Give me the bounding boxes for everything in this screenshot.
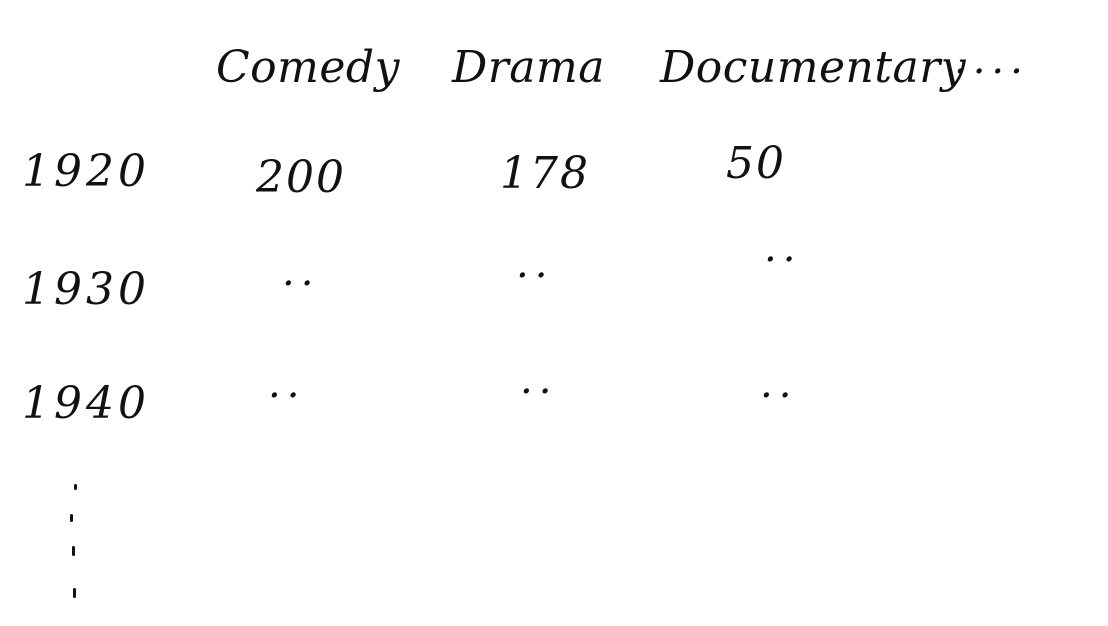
cell-1930-drama: .. <box>516 241 554 287</box>
vertical-dot <box>72 546 75 556</box>
cell-1940-drama: .. <box>520 357 558 403</box>
cell-1920-documentary: 50 <box>726 138 786 189</box>
cell-1940-comedy: .. <box>268 361 306 407</box>
vertical-dot <box>73 588 76 598</box>
cell-1920-comedy: 200 <box>256 152 346 203</box>
vertical-dot <box>74 484 77 490</box>
cell-1920-drama: 178 <box>500 148 590 199</box>
more-rows-vertical-dots <box>68 484 80 604</box>
column-header-drama: Drama <box>452 42 605 93</box>
cell-1940-documentary: .. <box>760 361 798 407</box>
column-header-comedy: Comedy <box>216 42 400 93</box>
cell-1930-documentary: .. <box>764 225 802 271</box>
column-header-ellipsis: .... <box>954 37 1029 83</box>
row-label-1940: 1940 <box>22 378 150 429</box>
row-label-1930: 1930 <box>22 264 150 315</box>
row-label-1920: 1920 <box>22 146 150 197</box>
vertical-dot <box>70 514 73 522</box>
column-header-documentary: Documentary <box>660 42 967 93</box>
cell-1930-comedy: .. <box>282 249 320 295</box>
